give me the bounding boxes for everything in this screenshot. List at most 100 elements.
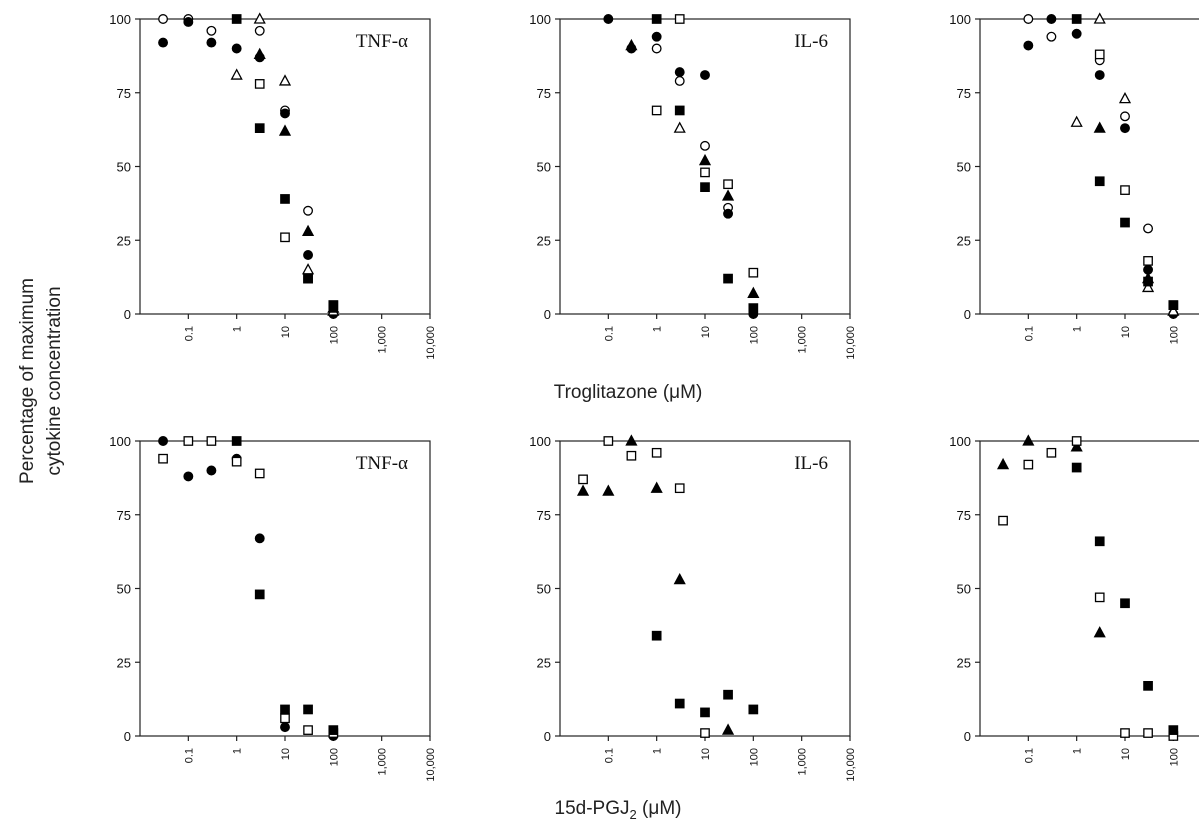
data-point-triangle-filled	[1070, 440, 1083, 452]
data-point-square-open	[723, 179, 733, 190]
x-axis-title-top-pre: Troglitazone (	[554, 382, 670, 403]
data-point-circle-open	[651, 43, 662, 54]
data-point-square-open	[158, 453, 168, 464]
data-point-square-open	[651, 447, 662, 458]
plot-frame	[979, 18, 1199, 315]
data-point-triangle-filled	[673, 572, 686, 585]
x-tick-label: 100	[1168, 326, 1180, 344]
series-circle-open	[158, 14, 314, 216]
y-tick-label: 50	[537, 582, 551, 597]
x-tick-label: 10,000	[845, 326, 857, 360]
y-tick-label: 100	[109, 12, 131, 27]
data-point-triangle-filled	[625, 38, 638, 51]
data-point-circle-filled	[674, 67, 685, 78]
y-tick-label: 25	[117, 233, 131, 248]
data-point-square-filled	[1094, 536, 1105, 547]
x-tick-label: 0.1	[603, 748, 615, 763]
x-tick-label: 10,000	[845, 748, 857, 782]
data-point-square-open	[748, 267, 759, 278]
data-point-triangle-filled	[721, 189, 735, 201]
y-axis-title: Percentage of maximum	[17, 278, 38, 484]
x-tick-label: 10	[700, 326, 712, 338]
x-tick-label: 1	[232, 326, 244, 332]
data-point-triangle-filled	[602, 484, 615, 496]
x-tick-label: 1,000	[797, 748, 809, 776]
data-point-square-filled	[700, 707, 710, 718]
y-tick-label: 100	[529, 12, 551, 27]
data-point-circle-filled	[183, 17, 194, 27]
data-point-circle-filled	[254, 533, 265, 544]
y-tick-label: 50	[957, 160, 971, 175]
y-tick-label: 50	[537, 160, 551, 175]
data-point-circle-open	[700, 140, 710, 151]
data-point-square-filled	[651, 630, 662, 641]
data-point-square-open	[1143, 728, 1153, 738]
data-point-circle-filled	[1094, 70, 1105, 81]
data-point-square-filled	[1168, 725, 1179, 735]
y-tick-label: 0	[124, 307, 131, 322]
data-point-square-filled	[231, 14, 242, 24]
x-tick-label: 10	[1120, 748, 1132, 760]
data-point-square-filled	[723, 273, 733, 284]
series-triangle-filled	[625, 38, 760, 299]
panel-2: 0 25 50 75 100 0.1 1 10 100 1,000 10,000 IL-6	[529, 12, 857, 360]
data-point-square-filled	[1143, 276, 1153, 287]
data-point-circle-open	[303, 205, 314, 216]
x-axis-title-bottom-pre: 15d-PGJ	[555, 798, 630, 819]
data-point-triangle-open	[673, 121, 686, 133]
series-square-filled	[231, 14, 339, 311]
data-point-square-open	[1046, 447, 1057, 458]
data-point-triangle-open	[1167, 304, 1180, 316]
x-tick-label: 1	[652, 326, 664, 332]
data-point-square-open	[578, 474, 588, 485]
data-point-triangle-open	[253, 12, 266, 24]
x-tick-label: 1	[1072, 326, 1084, 332]
x-tick-label: 100	[328, 326, 340, 344]
data-point-triangle-filled	[1093, 121, 1106, 133]
series-square-filled	[651, 630, 759, 718]
data-point-square-filled	[674, 698, 685, 709]
x-tick-label: 1	[652, 748, 664, 754]
data-point-triangle-open	[1070, 115, 1083, 127]
data-point-triangle-filled	[698, 153, 712, 166]
y-tick-label: 100	[109, 434, 131, 449]
y-tick-label: 75	[117, 86, 131, 101]
data-point-circle-filled	[231, 43, 242, 54]
series-square-filled	[651, 14, 759, 313]
x-tick-label: 0.1	[1023, 748, 1035, 763]
y-tick-label: 25	[117, 655, 131, 670]
data-point-triangle-open	[278, 74, 292, 86]
series-circle-filled	[603, 14, 759, 319]
data-point-circle-filled	[206, 465, 217, 476]
series-triangle-open	[673, 121, 686, 133]
x-tick-label: 100	[1168, 748, 1180, 766]
data-point-circle-filled	[603, 14, 614, 24]
panel-5: 0 25 50 75 100 0.1 1 10 100 1,000 10,000 IL-6	[529, 434, 857, 782]
data-point-triangle-filled	[721, 723, 735, 735]
x-tick-label: 0.1	[183, 748, 195, 763]
data-point-circle-filled	[158, 37, 169, 48]
panel-label: TNF-α	[356, 31, 408, 52]
data-point-square-filled	[303, 704, 313, 715]
x-tick-label: 1,000	[377, 326, 389, 354]
panel-label: TNF-α	[356, 453, 408, 474]
panel-label: IL-6	[794, 31, 828, 52]
data-point-square-open	[231, 456, 242, 467]
y-tick-label: 50	[117, 160, 131, 175]
x-tick-label: 100	[328, 748, 340, 766]
x-tick-label: 1,000	[797, 326, 809, 354]
series-triangle-open	[1070, 12, 1180, 316]
data-point-square-open	[1143, 256, 1153, 266]
data-point-circle-filled	[1120, 123, 1130, 134]
data-point-square-open	[626, 450, 637, 461]
y-tick-label: 0	[964, 307, 971, 322]
data-point-circle-filled	[183, 471, 194, 482]
data-point-square-filled	[700, 182, 710, 192]
data-point-triangle-filled	[278, 124, 292, 136]
data-point-circle-open	[158, 14, 169, 24]
y-tick-label: 0	[124, 729, 131, 744]
data-point-triangle-filled	[650, 481, 663, 493]
y-tick-label: 25	[957, 655, 971, 670]
